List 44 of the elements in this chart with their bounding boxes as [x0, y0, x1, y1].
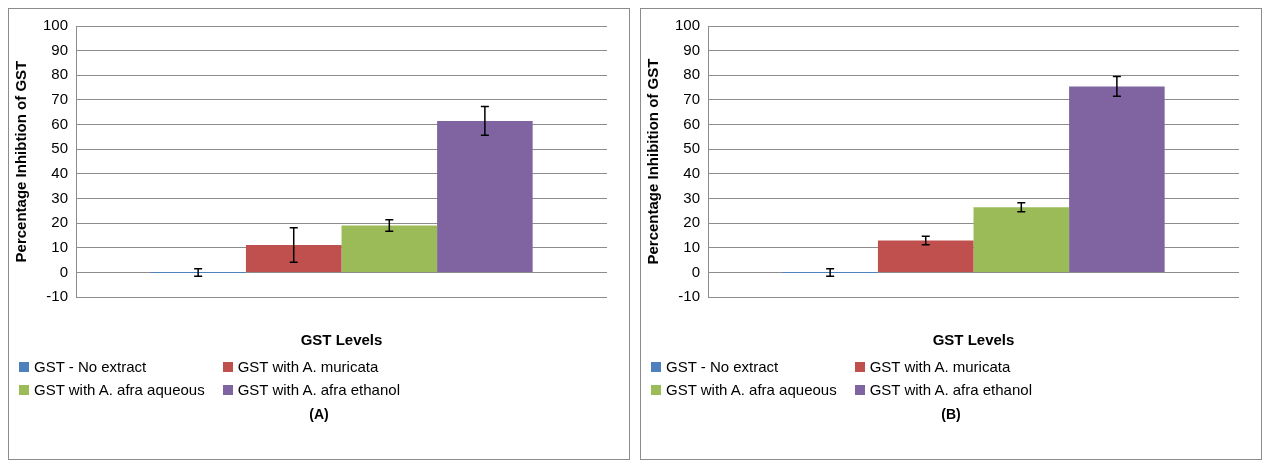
y-tick-label: 60	[683, 114, 701, 132]
y-tick-label: 30	[51, 188, 69, 206]
bar	[437, 120, 533, 273]
y-tick-label: 10	[51, 238, 69, 256]
y-tick-label: 0	[59, 262, 69, 280]
y-tick-label: 70	[51, 90, 69, 108]
x-axis-title: GST Levels	[300, 331, 383, 349]
y-tick-label: 10	[683, 238, 701, 256]
text: (A)	[308, 406, 330, 422]
text: (B)	[940, 406, 962, 422]
legend-label: GST with A. afra aqueous	[666, 381, 837, 398]
x-axis-title: GST Levels	[932, 331, 1015, 349]
legend-label: GST with A. afra aqueous	[34, 381, 205, 398]
legend-label: GST with A. afra ethanol	[237, 381, 400, 398]
bar	[877, 240, 974, 273]
y-tick-label: 20	[51, 213, 69, 231]
y-tick-label: 90	[51, 40, 69, 58]
y-tick-label: 90	[683, 40, 701, 58]
legend-label: GST - No extract	[34, 358, 147, 375]
y-axis-title: Percentage Inhibition of GST	[644, 58, 662, 265]
bar	[341, 225, 438, 273]
bar	[973, 207, 1070, 273]
legend-label: GST - No extract	[666, 358, 779, 375]
y-axis-title: Percentage Inhibtion of GST	[12, 60, 30, 263]
y-tick-label: 0	[691, 262, 701, 280]
y-tick-label: -10	[678, 287, 701, 305]
y-tick-label: 80	[683, 65, 701, 83]
bar	[245, 244, 342, 273]
y-tick-label: 100	[43, 16, 69, 34]
legend-label: GST with A. muricata	[869, 358, 1011, 375]
y-tick-label: 70	[683, 90, 701, 108]
y-tick-label: 20	[683, 213, 701, 231]
y-tick-label: 40	[683, 164, 701, 182]
legend-label: GST with A. afra ethanol	[869, 381, 1032, 398]
y-tick-label: 50	[51, 139, 69, 157]
y-tick-label: 60	[51, 114, 69, 132]
y-tick-label: 80	[51, 65, 69, 83]
y-tick-label: 30	[683, 188, 701, 206]
y-tick-label: 50	[683, 139, 701, 157]
y-tick-label: 40	[51, 164, 69, 182]
legend-label: GST with A. muricata	[237, 358, 379, 375]
bar	[1069, 86, 1165, 273]
y-tick-label: -10	[46, 287, 69, 305]
y-tick-label: 100	[675, 16, 701, 34]
